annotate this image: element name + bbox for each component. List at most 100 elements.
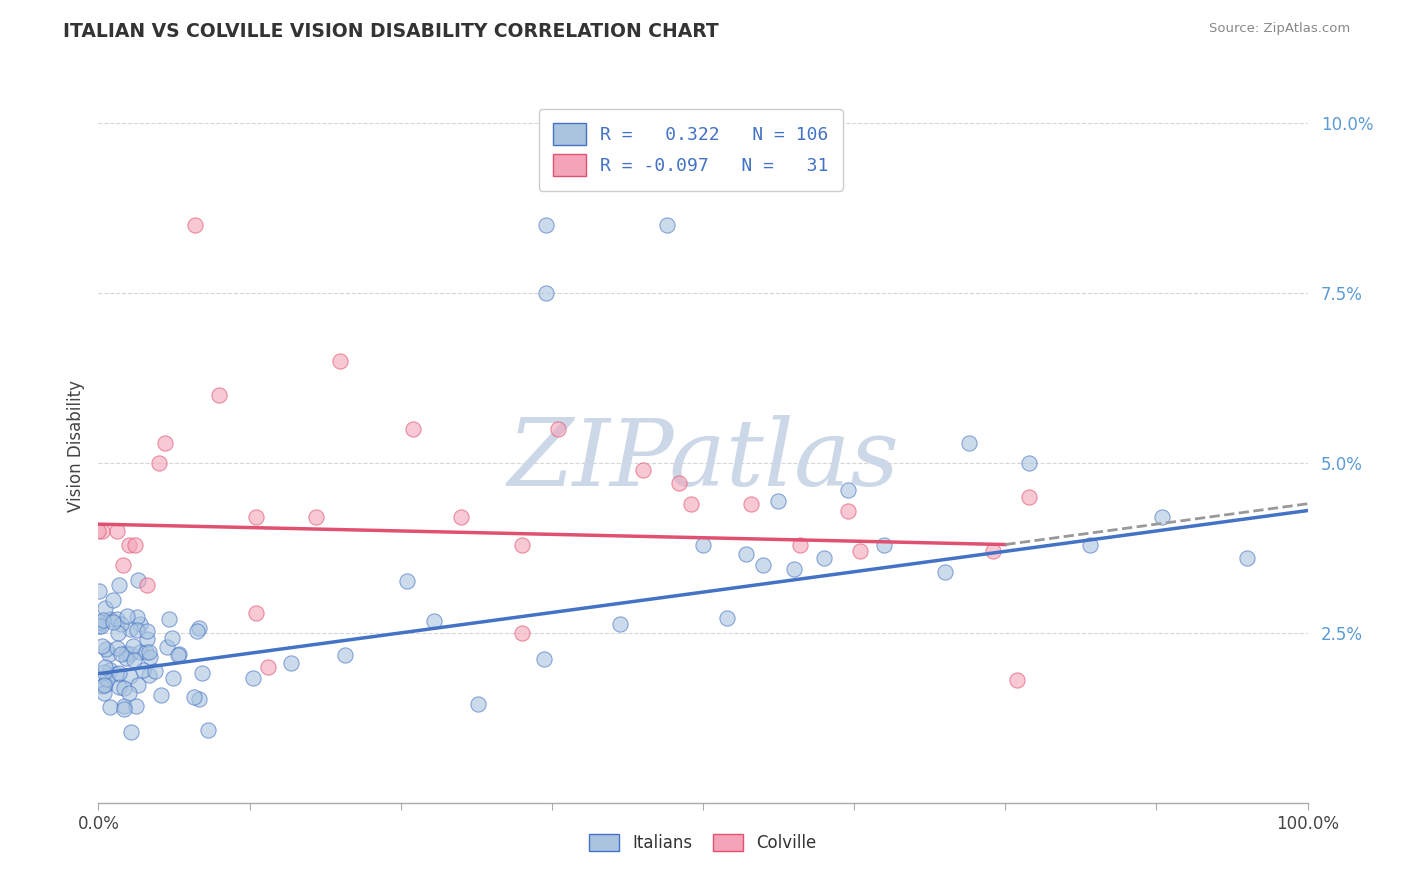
Point	[190, 666, 212, 681]
Point	[91, 639, 114, 653]
Point	[740, 497, 762, 511]
Point	[609, 617, 631, 632]
Point	[118, 686, 141, 700]
Point	[1018, 456, 1040, 470]
Point	[631, 463, 654, 477]
Point	[184, 218, 207, 232]
Point	[837, 483, 859, 498]
Point	[716, 610, 738, 624]
Point	[510, 626, 533, 640]
Point	[155, 640, 177, 654]
Point	[107, 626, 129, 640]
Point	[93, 678, 115, 692]
Point	[188, 620, 211, 634]
Point	[129, 644, 152, 658]
Point	[1078, 537, 1101, 551]
Point	[124, 537, 146, 551]
Point	[127, 573, 149, 587]
Point	[245, 510, 267, 524]
Legend: Italians, Colville: Italians, Colville	[583, 827, 823, 859]
Point	[186, 624, 208, 638]
Point	[120, 724, 142, 739]
Point	[208, 388, 231, 402]
Point	[153, 435, 176, 450]
Point	[145, 665, 167, 679]
Point	[813, 551, 835, 566]
Point	[111, 558, 134, 572]
Point	[91, 613, 114, 627]
Text: ITALIAN VS COLVILLE VISION DISABILITY CORRELATION CHART: ITALIAN VS COLVILLE VISION DISABILITY CO…	[63, 22, 718, 41]
Point	[957, 435, 980, 450]
Point	[329, 354, 352, 368]
Point	[127, 677, 149, 691]
Point	[94, 677, 117, 691]
Point	[183, 690, 205, 704]
Point	[1152, 510, 1174, 524]
Point	[280, 656, 302, 670]
Point	[467, 697, 489, 711]
Point	[242, 671, 264, 685]
Point	[122, 653, 145, 667]
Point	[533, 652, 555, 666]
Point	[101, 615, 124, 629]
Point	[110, 617, 132, 632]
Point	[849, 544, 872, 558]
Point	[93, 685, 115, 699]
Point	[110, 648, 132, 662]
Point	[138, 645, 160, 659]
Point	[167, 647, 190, 661]
Point	[135, 578, 157, 592]
Point	[679, 497, 702, 511]
Point	[157, 612, 180, 626]
Point	[148, 456, 170, 470]
Point	[89, 618, 111, 632]
Point	[121, 639, 143, 653]
Point	[89, 584, 111, 599]
Point	[873, 537, 896, 551]
Point	[136, 632, 159, 646]
Point	[112, 702, 135, 716]
Point	[105, 641, 128, 656]
Point	[692, 537, 714, 551]
Point	[450, 510, 472, 524]
Point	[90, 619, 112, 633]
Point	[89, 615, 111, 630]
Point	[93, 601, 115, 615]
Point	[127, 609, 149, 624]
Point	[396, 574, 419, 588]
Point	[107, 666, 129, 681]
Y-axis label: Vision Disability: Vision Disability	[66, 380, 84, 512]
Point	[112, 681, 135, 695]
Point	[101, 592, 124, 607]
Point	[734, 547, 756, 561]
Point	[149, 688, 172, 702]
Point	[139, 650, 162, 665]
Point	[1236, 551, 1258, 566]
Point	[125, 699, 148, 714]
Point	[105, 524, 128, 538]
Point	[167, 648, 190, 662]
Point	[655, 218, 678, 232]
Point	[104, 667, 127, 681]
Text: Source: ZipAtlas.com: Source: ZipAtlas.com	[1209, 22, 1350, 36]
Point	[1007, 673, 1029, 688]
Point	[534, 286, 557, 301]
Point	[120, 647, 142, 661]
Point	[510, 537, 533, 551]
Point	[114, 646, 136, 660]
Point	[115, 609, 138, 624]
Point	[87, 617, 110, 632]
Point	[135, 644, 157, 658]
Point	[118, 537, 141, 551]
Point	[98, 647, 121, 661]
Point	[1018, 490, 1040, 504]
Point	[197, 723, 219, 737]
Point	[188, 691, 211, 706]
Point	[94, 642, 117, 657]
Point	[783, 562, 806, 576]
Point	[112, 698, 135, 713]
Point	[93, 665, 115, 680]
Point	[534, 218, 557, 232]
Point	[668, 476, 690, 491]
Point	[87, 524, 110, 538]
